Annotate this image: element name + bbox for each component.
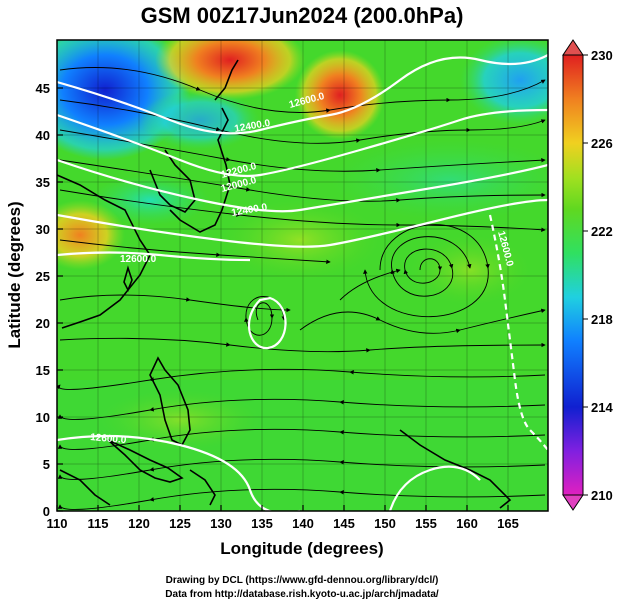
- x-tick-label: 110: [47, 516, 68, 531]
- x-tick-label: 125: [169, 516, 191, 531]
- x-tick-label: 115: [88, 516, 109, 531]
- x-tick-label: 135: [251, 516, 273, 531]
- chart-title: GSM 00Z17Jun2024 (200.0hPa): [141, 3, 464, 28]
- x-tick-label: 145: [333, 516, 355, 531]
- x-tick-labels: 110 115 120 125 130 135 140 145 150 155 …: [47, 516, 519, 531]
- credit-drawing: Drawing by DCL (https://www.gfd-dennou.o…: [166, 575, 439, 586]
- colorbar-tick-label: 230: [591, 48, 613, 63]
- credit-data: Data from http://database.rish.kyoto-u.a…: [165, 589, 439, 600]
- x-tick-label: 155: [415, 516, 437, 531]
- colorbar-tick-label: 222: [591, 224, 613, 239]
- y-tick-label: 45: [36, 81, 50, 96]
- x-tick-label: 160: [456, 516, 478, 531]
- y-tick-label: 20: [36, 316, 50, 331]
- y-tick-label: 0: [43, 504, 50, 519]
- cyan-patch: [90, 175, 210, 225]
- colorbar-bottom-arrow: [562, 494, 584, 511]
- colorbar: 230 226 222 218 214 210: [562, 39, 613, 511]
- colorbar-tick-label: 218: [591, 312, 613, 327]
- vortex-west: [244, 296, 287, 336]
- y-tick-label: 10: [36, 410, 50, 425]
- x-axis-label: Longitude (degrees): [220, 539, 383, 558]
- map-plot: 12600.0 12400.0 12200.0 12000.0 12400.0 …: [57, 40, 548, 511]
- contour-label: 12600.0: [120, 254, 157, 265]
- x-tick-label: 165: [497, 516, 519, 531]
- x-tick-label: 130: [210, 516, 232, 531]
- colorbar-top-arrow: [562, 39, 584, 56]
- y-tick-label: 35: [36, 175, 50, 190]
- y-axis: [57, 87, 63, 512]
- contour-label: 12600.0: [90, 432, 127, 446]
- x-tick-label: 150: [374, 516, 396, 531]
- colorbar-tick-label: 226: [591, 136, 613, 151]
- y-tick-label: 5: [43, 457, 50, 472]
- y-axis-label: Latitude (degrees): [5, 201, 24, 348]
- height-contours: [57, 54, 548, 511]
- y-tick-label: 30: [36, 222, 50, 237]
- colorbar-scale: [562, 54, 584, 496]
- y-tick-label: 25: [36, 269, 50, 284]
- colorbar-tick-label: 214: [591, 400, 613, 415]
- colorbar-tick-label: 210: [591, 488, 613, 503]
- y-tick-label: 15: [36, 363, 50, 378]
- x-tick-label: 120: [128, 516, 150, 531]
- x-axis: [56, 505, 509, 511]
- x-tick-label: 140: [292, 516, 314, 531]
- y-tick-label: 40: [36, 128, 50, 143]
- y-tick-labels: 0 5 10 15 20 25 30 35 40 45: [36, 81, 50, 519]
